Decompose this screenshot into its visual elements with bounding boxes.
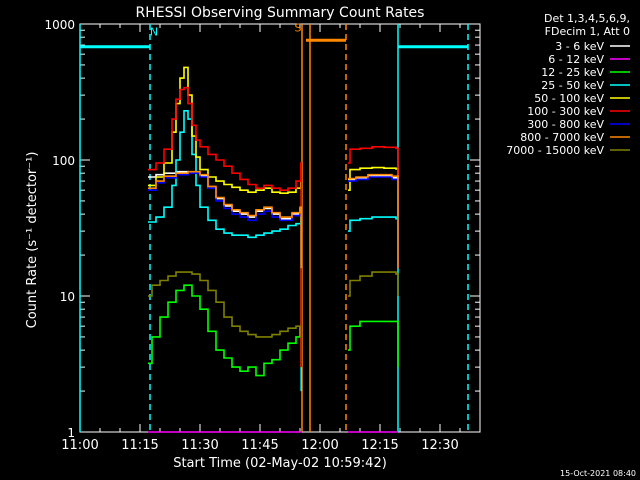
legend-entry-label: 300 - 800 keV (527, 118, 604, 131)
y-tick-label: 1000 (44, 18, 75, 32)
legend-entry-label: 25 - 50 keV (541, 79, 604, 92)
x-tick-label: 12:30 (421, 438, 458, 453)
plot-area: 1 10 100 1000 11:00 11:15 11:30 11:45 12:00 12:15… (44, 18, 481, 453)
series-line (148, 110, 399, 392)
annotation-label: S (295, 22, 302, 35)
y-axis-label: Count Rate (s⁻¹ detector⁻¹) (25, 152, 40, 329)
y-tick-label: 1 (67, 426, 75, 440)
legend: Det 1,3,4,5,6,9,FDecim 1, Att 0 3 - 6 keV… (506, 12, 630, 157)
x-tick-label: 11:30 (181, 438, 218, 453)
x-axis-label: Start Time (02-May-02 10:59:42) (173, 456, 387, 471)
series-line (148, 271, 399, 338)
x-tick-label: 12:00 (301, 438, 338, 453)
legend-header: Det 1,3,4,5,6,9, (544, 12, 630, 25)
legend-entry-label: 3 - 6 keV (555, 40, 604, 53)
legend-entry-label: 7000 - 15000 keV (506, 144, 604, 157)
legend-entry-label: 50 - 100 keV (534, 92, 604, 105)
legend-entry-label: 6 - 12 keV (548, 53, 604, 66)
x-tick-label: 11:15 (121, 438, 158, 453)
legend-entry-label: 800 - 7000 keV (520, 131, 604, 144)
x-tick-label: 11:00 (61, 438, 98, 453)
chart-title: RHESSI Observing Summary Count Rates (136, 5, 425, 21)
x-tick-label: 11:45 (241, 438, 278, 453)
series-line (148, 284, 399, 377)
legend-entry-label: 100 - 300 keV (527, 105, 604, 118)
y-tick-label: 10 (60, 290, 75, 304)
series-line (148, 170, 399, 269)
x-tick-label: 12:15 (361, 438, 398, 453)
annotation-label: N (150, 26, 158, 39)
footer-date: 15-Oct-2021 08:40 (560, 469, 636, 478)
series-line (148, 86, 399, 368)
y-tick-label: 100 (52, 154, 75, 168)
legend-entry-label: 12 - 25 keV (541, 66, 604, 79)
legend-header: FDecim 1, Att 0 (545, 25, 630, 38)
